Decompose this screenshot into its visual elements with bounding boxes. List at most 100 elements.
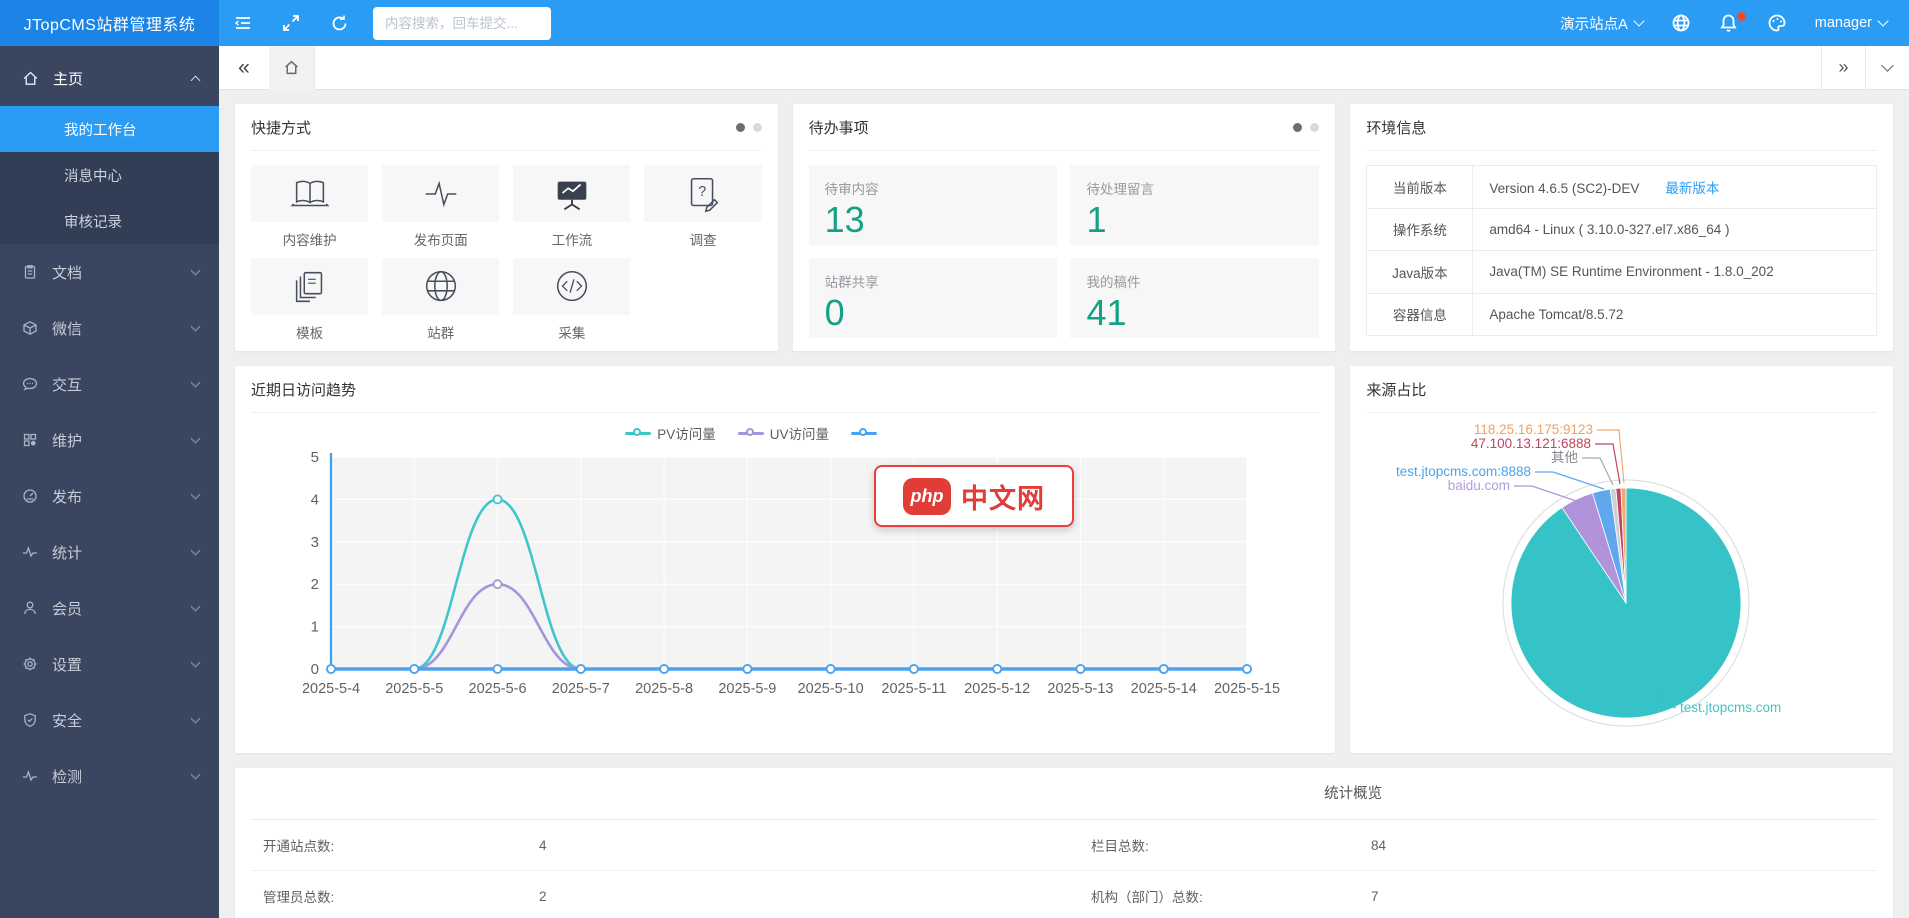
fullscreen-button[interactable]	[267, 0, 315, 46]
sidebar-group-settings[interactable]: 设置	[0, 636, 219, 692]
stat-label: 管理员总数:	[263, 886, 539, 906]
sidebar-item-workbench[interactable]: 我的工作台	[0, 106, 219, 152]
todo-tile-my-drafts: 我的稿件 41	[1070, 258, 1319, 338]
bell-icon	[1719, 13, 1738, 33]
watermark: php 中文网	[874, 465, 1074, 527]
chevron-down-icon	[191, 658, 201, 668]
sidebar-item-audit-log[interactable]: 审核记录	[0, 198, 219, 244]
shortcut-publish-page[interactable]: 发布页面	[382, 165, 499, 249]
code-circle-icon	[551, 266, 593, 308]
book-icon	[289, 173, 331, 215]
monitor-pulse-icon	[22, 768, 38, 784]
sidebar-group-document[interactable]: 文档	[0, 244, 219, 300]
legend-item[interactable]: PV访问量	[625, 423, 716, 443]
todo-tile-site-sharing: 站群共享 0	[809, 258, 1058, 338]
collapse-menu-button[interactable]	[219, 0, 267, 46]
legend-marker-icon	[851, 428, 877, 438]
env-value: Apache Tomcat/8.5.72	[1473, 293, 1877, 336]
site-selector[interactable]: 演示站点A	[1546, 13, 1657, 34]
home-icon	[22, 70, 39, 87]
svg-text:?: ?	[698, 183, 706, 199]
env-label: Java版本	[1367, 251, 1473, 294]
sidebar-group-statistics[interactable]: 统计	[0, 524, 219, 580]
sidebar-group-maintenance[interactable]: 维护	[0, 412, 219, 468]
legend-marker-icon	[625, 428, 651, 438]
sidebar-group-label: 发布	[52, 486, 82, 507]
sidebar-group-detection[interactable]: 检测	[0, 748, 219, 804]
theme-button[interactable]	[1753, 0, 1801, 46]
legend-marker-icon	[738, 428, 764, 438]
env-value: Java(TM) SE Runtime Environment - 1.8.0_…	[1473, 251, 1877, 294]
svg-text:2025-5-13: 2025-5-13	[1047, 681, 1113, 697]
carousel-dot-active[interactable]	[1293, 123, 1302, 132]
shortcut-template[interactable]: 模板	[251, 258, 368, 342]
shortcut-content-maintenance[interactable]: 内容维护	[251, 165, 368, 249]
panel-title: 快捷方式	[251, 117, 311, 138]
shortcut-site-group[interactable]: 站群	[382, 258, 499, 342]
user-menu[interactable]: manager	[1801, 15, 1891, 31]
home-icon	[283, 59, 300, 76]
svg-text:2025-5-8: 2025-5-8	[635, 681, 693, 697]
environment-panel: 环境信息 当前版本 Version 4.6.5 (SC2)-DEV最新版本 操作…	[1350, 104, 1893, 351]
survey-question-icon: ?	[682, 173, 724, 215]
todos-panel: 待办事项 待审内容 13 待处理留言 1	[793, 104, 1336, 351]
globe-icon	[1671, 13, 1691, 33]
stat-value: 7	[1371, 889, 1877, 904]
refresh-icon	[330, 14, 349, 33]
collapse-menu-icon	[233, 13, 253, 33]
chevron-down-icon	[191, 490, 201, 500]
comment-icon	[22, 376, 38, 392]
sidebar-item-message-center[interactable]: 消息中心	[0, 152, 219, 198]
env-label: 当前版本	[1367, 166, 1473, 209]
pie-label: baidu.com	[1448, 478, 1510, 493]
tabs-menu-button[interactable]	[1865, 46, 1909, 89]
shortcut-survey[interactable]: ? 调查	[644, 165, 761, 249]
topbar: JTopCMS站群管理系统 演示站点A	[0, 0, 1909, 46]
globe-icon	[420, 266, 462, 308]
sidebar-group-publish[interactable]: 发布	[0, 468, 219, 524]
tabs-scroll-left-button[interactable]: «	[219, 56, 269, 80]
notifications-button[interactable]	[1705, 0, 1753, 46]
environment-table: 当前版本 Version 4.6.5 (SC2)-DEV最新版本 操作系统 am…	[1366, 165, 1877, 336]
panel-title: 近期日访问趋势	[251, 379, 356, 400]
sidebar-group-wechat[interactable]: 微信	[0, 300, 219, 356]
tabs-scroll-right-button[interactable]: »	[1821, 46, 1865, 89]
legend-item[interactable]: UV访问量	[738, 423, 829, 443]
svg-text:2025-5-12: 2025-5-12	[964, 681, 1030, 697]
shortcut-collect[interactable]: 采集	[513, 258, 630, 342]
carousel-dot-active[interactable]	[736, 123, 745, 132]
sidebar-group-members[interactable]: 会员	[0, 580, 219, 636]
language-button[interactable]	[1657, 0, 1705, 46]
svg-text:3: 3	[311, 534, 319, 551]
chevron-down-icon	[191, 770, 201, 780]
pulse-icon	[22, 544, 38, 560]
svg-text:2025-5-6: 2025-5-6	[469, 681, 527, 697]
sidebar-group-label: 会员	[52, 598, 82, 619]
carousel-dot[interactable]	[1310, 123, 1319, 132]
heartbeat-icon	[420, 173, 462, 215]
shortcut-workflow[interactable]: 工作流	[513, 165, 630, 249]
sidebar-group-home[interactable]: 主页	[0, 50, 219, 106]
sidebar-group-label: 维护	[52, 430, 82, 451]
stat-label: 机构（部门）总数:	[1091, 886, 1371, 906]
stat-label: 开通站点数:	[263, 835, 539, 855]
document-icon	[22, 264, 38, 280]
username: manager	[1815, 15, 1872, 31]
sidebar-group-label: 微信	[52, 318, 82, 339]
gear-icon	[22, 656, 38, 672]
refresh-button[interactable]	[315, 0, 363, 46]
pie-label: 其他	[1551, 450, 1578, 465]
todo-count: 1	[1086, 202, 1303, 238]
carousel-dot[interactable]	[753, 123, 762, 132]
tabbar: « »	[219, 46, 1909, 90]
panel-title: 待办事项	[809, 117, 869, 138]
tab-home[interactable]	[269, 46, 315, 90]
php-badge: php	[903, 478, 951, 515]
env-label: 容器信息	[1367, 293, 1473, 336]
search-input[interactable]	[373, 7, 551, 40]
legend-item[interactable]	[851, 428, 945, 438]
sidebar-group-interaction[interactable]: 交互	[0, 356, 219, 412]
latest-version-link[interactable]: 最新版本	[1665, 181, 1719, 196]
sidebar-group-security[interactable]: 安全	[0, 692, 219, 748]
env-value: Version 4.6.5 (SC2)-DEV最新版本	[1473, 166, 1877, 209]
